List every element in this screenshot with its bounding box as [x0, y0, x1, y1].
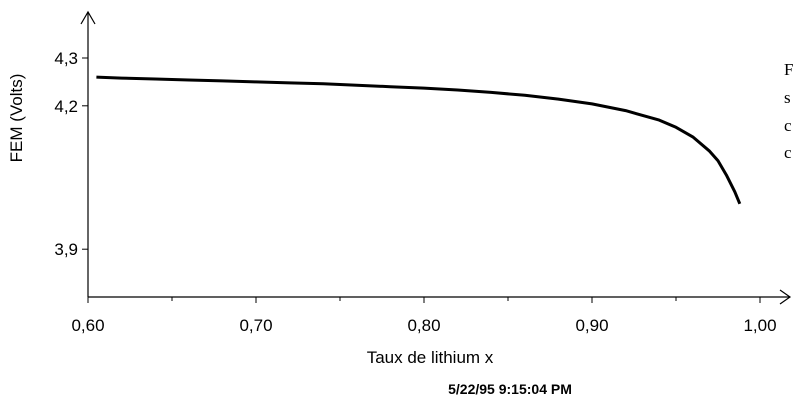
side-text-line-1: F	[784, 60, 793, 79]
series-line-0	[96, 75, 742, 205]
y-tick-label-1: 4,2	[54, 97, 78, 116]
side-text: F s c c	[784, 60, 793, 162]
side-text-line-3: c	[784, 116, 792, 135]
y-axis: 4,3 4,2 3,9	[54, 10, 96, 297]
series-layer	[96, 75, 742, 205]
side-text-line-2: s	[784, 88, 791, 107]
y-axis-title: FEM (Volts)	[7, 74, 26, 163]
x-axis: 0,60 0,70 0,80 0,90 1,00	[71, 289, 792, 335]
x-tick-label-2: 0,80	[407, 316, 440, 335]
y-axis-arrow	[80, 10, 96, 25]
x-tick-label-3: 0,90	[575, 316, 608, 335]
timestamp: 5/22/95 9:15:04 PM	[448, 381, 572, 397]
x-axis-arrow	[779, 289, 792, 305]
y-tick-label-2: 3,9	[54, 240, 78, 259]
x-tick-label-4: 1,00	[743, 316, 776, 335]
y-tick-label-0: 4,3	[54, 49, 78, 68]
x-tick-label-1: 0,70	[239, 316, 272, 335]
x-axis-title: Taux de lithium x	[367, 348, 494, 367]
x-tick-label-0: 0,60	[71, 316, 104, 335]
side-text-line-4: c	[784, 143, 792, 162]
